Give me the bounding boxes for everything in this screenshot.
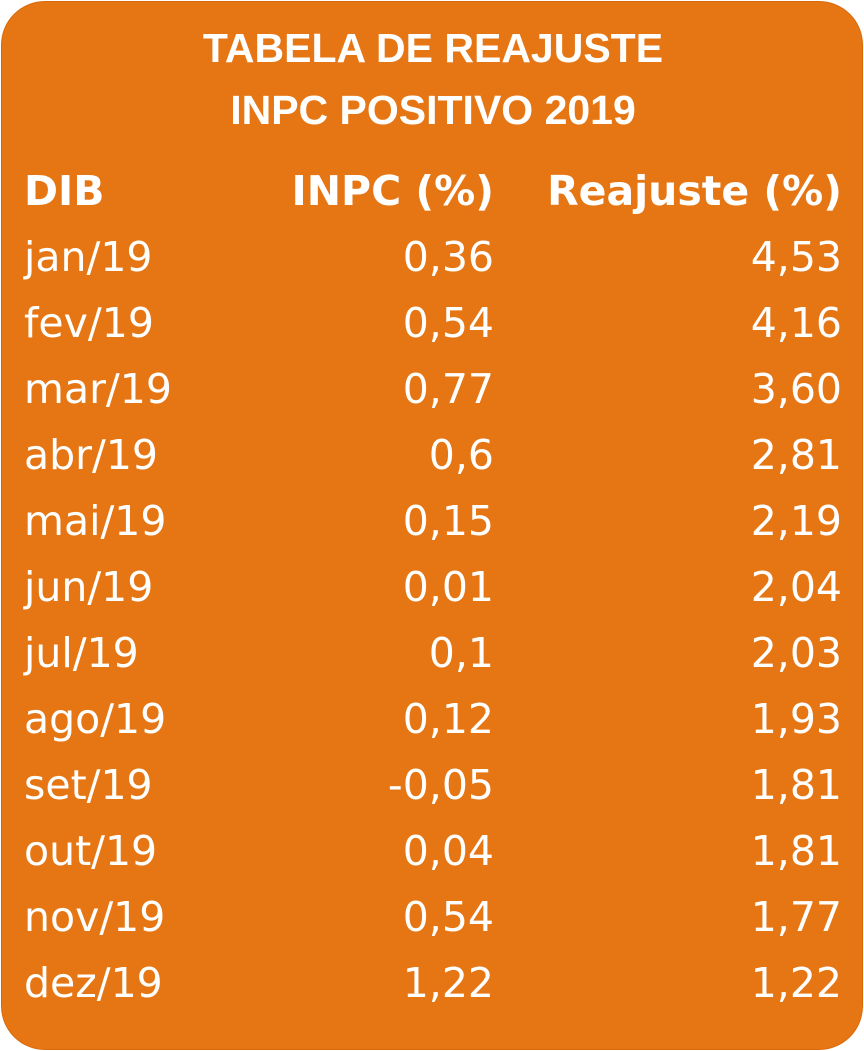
cell-inpc: -0,05: [387, 761, 494, 809]
table-row: jan/19 0,36 4,53: [2, 224, 864, 290]
table-row: jun/19 0,01 2,04: [2, 554, 864, 620]
cell-reajuste: 4,53: [750, 233, 842, 281]
table-row: set/19 -0,05 1,81: [2, 752, 864, 818]
cell-reajuste: 2,04: [750, 563, 842, 611]
cell-dib: jan/19: [24, 233, 153, 281]
cell-dib: dez/19: [24, 959, 163, 1007]
cell-inpc: 0,15: [402, 497, 494, 545]
cell-reajuste: 1,93: [750, 695, 842, 743]
table-row: dez/19 1,22 1,22: [2, 950, 864, 1016]
cell-reajuste: 1,22: [750, 959, 842, 1007]
cell-inpc: 0,54: [402, 299, 494, 347]
table-subtitle: INPC POSITIVO 2019: [230, 87, 636, 133]
table-row: mai/19 0,15 2,19: [2, 488, 864, 554]
cell-dib: mai/19: [24, 497, 167, 545]
cell-inpc: 1,22: [402, 959, 494, 1007]
cell-dib: abr/19: [24, 431, 158, 479]
table-row: mar/19 0,77 3,60: [2, 356, 864, 422]
cell-inpc: 0,6: [428, 431, 494, 479]
cell-dib: out/19: [24, 827, 158, 875]
table-row: fev/19 0,54 4,16: [2, 290, 864, 356]
cell-dib: fev/19: [24, 299, 154, 347]
cell-reajuste: 4,16: [750, 299, 842, 347]
header-inpc: INPC (%): [291, 167, 494, 215]
cell-dib: ago/19: [24, 695, 167, 743]
header-reajuste: Reajuste (%): [547, 167, 842, 215]
cell-inpc: 0,54: [402, 893, 494, 941]
cell-reajuste: 2,03: [750, 629, 842, 677]
cell-reajuste: 3,60: [750, 365, 842, 413]
cell-reajuste: 2,19: [750, 497, 842, 545]
table-row: ago/19 0,12 1,93: [2, 686, 864, 752]
table-title: TABELA DE REAJUSTE: [202, 25, 664, 71]
cell-reajuste: 1,81: [750, 761, 842, 809]
cell-dib: mar/19: [24, 365, 172, 413]
cell-dib: nov/19: [24, 893, 166, 941]
cell-reajuste: 2,81: [750, 431, 842, 479]
cell-inpc: 0,36: [402, 233, 494, 281]
cell-dib: jun/19: [24, 563, 154, 611]
table-row: jul/19 0,1 2,03: [2, 620, 864, 686]
cell-inpc: 0,1: [428, 629, 494, 677]
cell-inpc: 0,77: [402, 365, 494, 413]
cell-reajuste: 1,81: [750, 827, 842, 875]
cell-inpc: 0,04: [402, 827, 494, 875]
header-dib: DIB: [24, 167, 105, 215]
cell-dib: jul/19: [24, 629, 139, 677]
table-row: nov/19 0,54 1,77: [2, 884, 864, 950]
table-row: abr/19 0,6 2,81: [2, 422, 864, 488]
table-row: out/19 0,04 1,81: [2, 818, 864, 884]
table-header-row: DIB INPC (%) Reajuste (%): [2, 158, 864, 224]
cell-inpc: 0,12: [402, 695, 494, 743]
cell-reajuste: 1,77: [750, 893, 842, 941]
cell-inpc: 0,01: [402, 563, 494, 611]
cell-dib: set/19: [24, 761, 153, 809]
